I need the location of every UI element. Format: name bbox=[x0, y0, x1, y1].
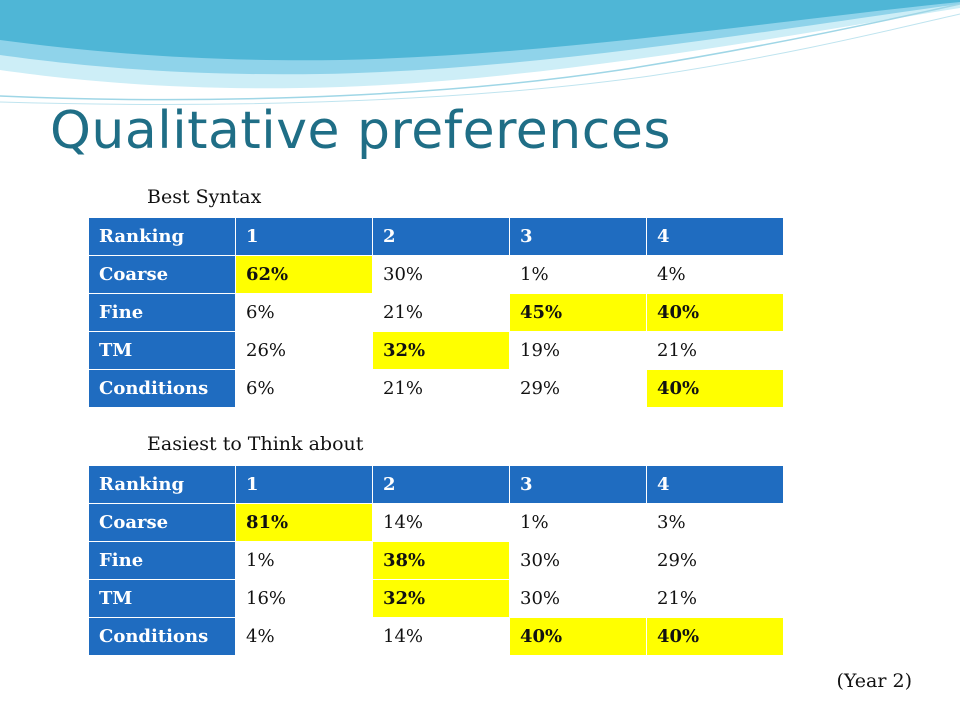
table-cell: 30% bbox=[509, 579, 647, 618]
header-cell: 3 bbox=[509, 217, 647, 256]
row-label: Conditions bbox=[88, 369, 236, 408]
table-row: TM 26% 32% 19% 21% bbox=[88, 331, 784, 370]
table-header-row: Ranking 1 2 3 4 bbox=[88, 465, 784, 504]
header-cell: 3 bbox=[509, 465, 647, 504]
table-cell: 21% bbox=[372, 293, 510, 332]
table-row: Coarse 81% 14% 1% 3% bbox=[88, 503, 784, 542]
table-cell-highlighted: 32% bbox=[372, 331, 510, 370]
table-header-row: Ranking 1 2 3 4 bbox=[88, 217, 784, 256]
table-cell-highlighted: 81% bbox=[235, 503, 373, 542]
table-caption-best-syntax: Best Syntax bbox=[147, 186, 262, 208]
table-cell: 19% bbox=[509, 331, 647, 370]
table-cell: 3% bbox=[646, 503, 784, 542]
header-cell: 2 bbox=[372, 217, 510, 256]
header-cell: 1 bbox=[235, 217, 373, 256]
header-cell: 4 bbox=[646, 217, 784, 256]
table-cell-highlighted: 32% bbox=[372, 579, 510, 618]
table-row: Conditions 4% 14% 40% 40% bbox=[88, 617, 784, 656]
table-cell: 4% bbox=[235, 617, 373, 656]
table-cell: 21% bbox=[372, 369, 510, 408]
table-cell: 30% bbox=[509, 541, 647, 580]
table-cell: 6% bbox=[235, 293, 373, 332]
table-cell: 29% bbox=[646, 541, 784, 580]
header-cell: Ranking bbox=[88, 217, 236, 256]
table-row: Coarse 62% 30% 1% 4% bbox=[88, 255, 784, 294]
year-footnote: (Year 2) bbox=[836, 670, 913, 692]
table-cell: 4% bbox=[646, 255, 784, 294]
best-syntax-table: Ranking 1 2 3 4 Coarse 62% 30% 1% 4% Fin… bbox=[88, 217, 784, 408]
table-cell-highlighted: 38% bbox=[372, 541, 510, 580]
table-cell-highlighted: 40% bbox=[646, 293, 784, 332]
table-cell: 6% bbox=[235, 369, 373, 408]
table-row: Fine 6% 21% 45% 40% bbox=[88, 293, 784, 332]
table-caption-easiest-to-think-about: Easiest to Think about bbox=[147, 433, 364, 455]
table-cell-highlighted: 40% bbox=[646, 369, 784, 408]
slide-title: Qualitative preferences bbox=[50, 101, 671, 161]
table-cell: 1% bbox=[235, 541, 373, 580]
table-cell: 14% bbox=[372, 503, 510, 542]
table-row: Conditions 6% 21% 29% 40% bbox=[88, 369, 784, 408]
row-label: Conditions bbox=[88, 617, 236, 656]
table-cell: 1% bbox=[509, 503, 647, 542]
row-label: Fine bbox=[88, 541, 236, 580]
row-label: Fine bbox=[88, 293, 236, 332]
header-cell: 1 bbox=[235, 465, 373, 504]
header-cell: 2 bbox=[372, 465, 510, 504]
easiest-to-think-about-table: Ranking 1 2 3 4 Coarse 81% 14% 1% 3% Fin… bbox=[88, 465, 784, 656]
header-cell: 4 bbox=[646, 465, 784, 504]
table-cell: 30% bbox=[372, 255, 510, 294]
row-label: Coarse bbox=[88, 503, 236, 542]
table-cell: 21% bbox=[646, 579, 784, 618]
table-row: Fine 1% 38% 30% 29% bbox=[88, 541, 784, 580]
table-cell: 14% bbox=[372, 617, 510, 656]
table-row: TM 16% 32% 30% 21% bbox=[88, 579, 784, 618]
table-cell-highlighted: 62% bbox=[235, 255, 373, 294]
row-label: TM bbox=[88, 579, 236, 618]
header-swoosh-decoration bbox=[0, 0, 960, 105]
header-cell: Ranking bbox=[88, 465, 236, 504]
table-cell-highlighted: 45% bbox=[509, 293, 647, 332]
table-cell: 16% bbox=[235, 579, 373, 618]
table-cell: 29% bbox=[509, 369, 647, 408]
row-label: TM bbox=[88, 331, 236, 370]
row-label: Coarse bbox=[88, 255, 236, 294]
table-cell: 1% bbox=[509, 255, 647, 294]
table-cell-highlighted: 40% bbox=[509, 617, 647, 656]
table-cell: 21% bbox=[646, 331, 784, 370]
table-cell: 26% bbox=[235, 331, 373, 370]
table-cell-highlighted: 40% bbox=[646, 617, 784, 656]
